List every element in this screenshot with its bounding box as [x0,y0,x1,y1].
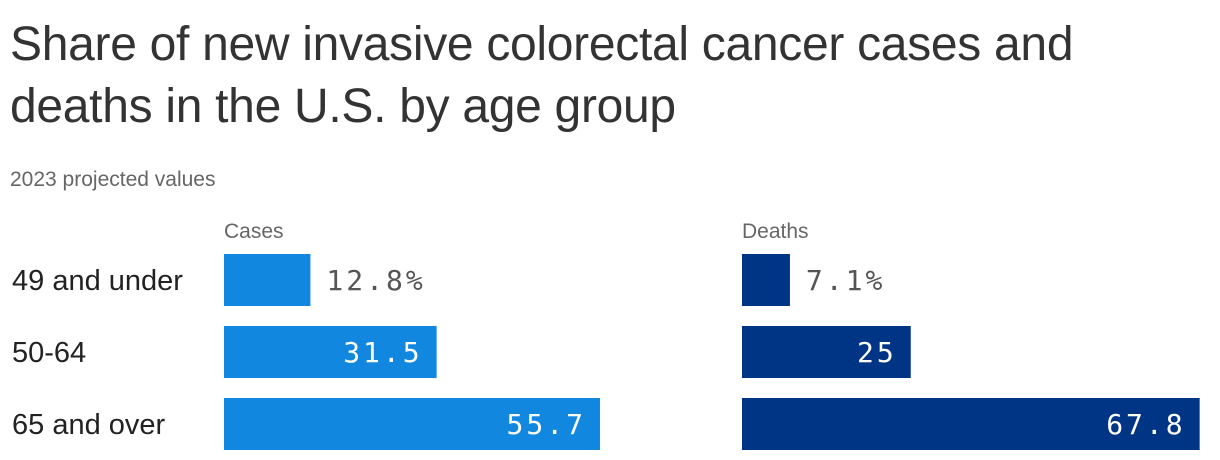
chart-title: Share of new invasive colorectal cancer … [10,18,1074,133]
category-label: 49 and under [12,265,183,297]
data-label: 67.8 [1106,408,1185,441]
bar-cases [224,326,437,378]
bar-deaths [742,254,790,306]
category-label: 65 and over [12,409,166,441]
bar-cases [224,398,600,450]
bar-deaths [742,326,911,378]
data-label: 7.1% [806,264,885,297]
bar-cases [224,254,311,306]
data-label: 25 [857,336,897,369]
data-label: 55.7 [507,408,586,441]
bar-deaths [742,398,1200,450]
data-label: 31.5 [343,336,422,369]
category-label: 50-64 [12,337,86,369]
chart-subtitle: 2023 projected values [10,168,216,191]
panel-title-deaths: Deaths [742,220,809,243]
panel-title-cases: Cases [224,220,284,243]
data-label: 12.8% [326,264,425,297]
